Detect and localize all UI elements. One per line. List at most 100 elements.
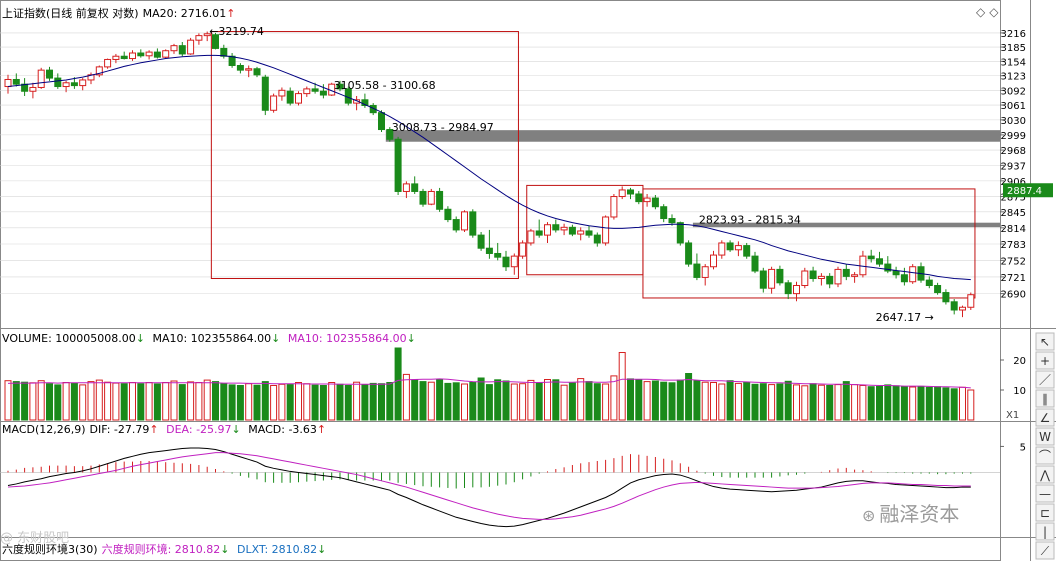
bottom-indicator-label-1: 六度规则环境: 2810.82 (101, 543, 221, 556)
volume-bar (685, 373, 693, 421)
candle-body (46, 69, 53, 79)
volume-bar (12, 381, 20, 421)
candle-body (170, 45, 178, 52)
ma20-line (7, 54, 971, 281)
candle-body (54, 77, 62, 88)
candle-body (203, 33, 211, 37)
candle-body (544, 224, 551, 236)
candle-body (726, 242, 734, 251)
vertical-line-icon-button (1035, 522, 1055, 541)
bottom-indicator-label-2: DLXT: 2810.82 (237, 543, 318, 556)
candle-body (635, 193, 643, 203)
trend-line-icon: ／ (1039, 373, 1051, 387)
top-right-controls[interactable]: ◇ ◇ (976, 5, 1002, 19)
candle-body (602, 216, 610, 244)
volume-bar (336, 383, 344, 421)
price-tick-label: 3030 (1001, 116, 1026, 127)
horizontal-line-icon: — (1039, 487, 1051, 501)
candle-body (303, 88, 311, 95)
candle-body (187, 39, 195, 55)
candle-body (967, 294, 975, 308)
dea-label: DEA: -25.97 (166, 423, 232, 436)
consolidation-box (210, 31, 519, 280)
volume-ma10-line (7, 378, 971, 389)
candle-body (925, 279, 933, 287)
wechat-icon: ⊛ (862, 506, 876, 525)
candle-body (129, 52, 136, 60)
volume-bar (892, 385, 900, 421)
candle-body (178, 45, 186, 55)
candle-body (419, 190, 427, 205)
candle-body (793, 285, 800, 295)
volume-bar (477, 377, 485, 421)
candle-body (452, 219, 460, 231)
dea-arrow-icon: ↓ (231, 423, 241, 436)
volume-bar (668, 382, 676, 421)
candle-body (942, 292, 950, 303)
volume-bar (809, 383, 817, 421)
volume-bar (153, 383, 161, 421)
volume-bar (942, 387, 950, 421)
volume-bar (270, 385, 278, 421)
candle-body (62, 82, 70, 88)
wave-icon: W (1039, 430, 1051, 444)
price-tick-label: 2875 (1001, 193, 1026, 204)
candle-body (651, 197, 659, 208)
candle-body (12, 78, 20, 85)
volume-bar (145, 382, 153, 421)
candle-body (884, 263, 892, 272)
volume-bar (627, 378, 634, 421)
volume-bar (552, 379, 560, 421)
diamond-icon-2[interactable]: ◇ (989, 5, 999, 19)
volume-bar (469, 382, 477, 421)
volume-bar (328, 382, 336, 421)
candle-body (768, 268, 776, 289)
volume-bar (726, 380, 734, 421)
consolidation-box (642, 188, 976, 299)
volume-bar (46, 383, 53, 421)
brand-name: 融泽资本 (879, 502, 960, 526)
price-tick-label: 2783 (1001, 240, 1026, 251)
volume-bar (743, 382, 751, 421)
volume-bar (842, 381, 850, 421)
candle-body (909, 266, 917, 283)
volume-bar (784, 380, 792, 421)
volume-bar (950, 388, 958, 421)
volume-bar (236, 385, 244, 421)
diamond-icon[interactable]: ◇ (976, 5, 986, 19)
candle-body (270, 95, 278, 111)
candle-body (817, 275, 825, 280)
macd-title: MACD(12,26,9) (2, 423, 86, 436)
price-tick-label: 3123 (1001, 72, 1026, 83)
volume-bar (112, 382, 120, 421)
volume-bar (178, 384, 186, 421)
parallel-line-icon: ∥ (1042, 392, 1048, 406)
candle-body (759, 270, 767, 289)
cross-icon: + (1040, 354, 1050, 368)
volume-bar (876, 385, 883, 421)
candle-body (485, 247, 493, 254)
cursor-arrow-icon: ↖ (1040, 335, 1050, 349)
candle-body (502, 256, 510, 268)
current-price-badge (1003, 183, 1053, 198)
price-tick-label: 3185 (1001, 43, 1026, 54)
volume-bar (527, 379, 535, 421)
candle-body (959, 306, 966, 311)
zigzag-icon: ⟋ (1041, 544, 1050, 558)
volume-bar (261, 381, 269, 421)
price-tick-label: 2721 (1001, 273, 1026, 284)
candle-body (286, 90, 294, 104)
angle-line-icon: ∠ (1040, 411, 1051, 425)
candle-body (676, 222, 684, 244)
candle-body (809, 270, 817, 280)
volume-ma10-arrow-icon: ↓ (271, 332, 281, 345)
candle-body (776, 268, 784, 284)
candle-body (245, 68, 253, 71)
volume-bar (693, 380, 701, 421)
volume-bar (87, 381, 95, 421)
candle-body (494, 252, 502, 258)
volume-bar (718, 383, 726, 421)
volume-header: VOLUME: 100005008.00↓ MA10: 102355864.00… (2, 332, 420, 345)
volume-bar (137, 383, 145, 421)
polyline-icon-button (1035, 465, 1055, 484)
